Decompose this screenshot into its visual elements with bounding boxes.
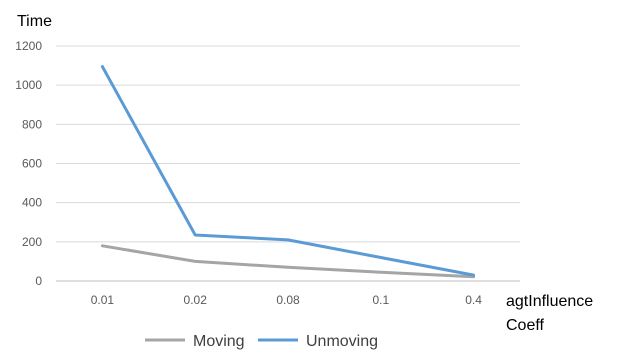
legend-label: Moving	[193, 333, 245, 350]
x-axis-title-line-2: Coeff	[506, 317, 545, 334]
legend: Moving Unmoving	[145, 333, 378, 350]
y-tick-label: 600	[22, 157, 42, 171]
x-tick-label: 0.4	[465, 293, 482, 307]
x-axis-title-line-1: agtInfluence	[506, 293, 593, 310]
x-tick-label: 0.1	[372, 293, 389, 307]
x-tick-label: 0.02	[184, 293, 208, 307]
y-tick-label: 0	[35, 274, 42, 288]
series-line-moving	[100, 244, 476, 279]
legend-label: Unmoving	[306, 333, 378, 350]
x-axis-ticks: 0.01 0.02 0.08 0.1 0.4	[91, 293, 483, 307]
y-tick-label: 400	[22, 196, 42, 210]
y-tick-label: 1200	[15, 39, 42, 53]
series-line-unmoving	[100, 65, 476, 277]
gridlines	[56, 45, 520, 282]
y-tick-label: 1000	[15, 78, 42, 92]
y-axis-title: Time	[17, 13, 52, 30]
x-tick-label: 0.01	[91, 293, 115, 307]
y-axis-ticks: 0 200 400 600 800 1000 1200	[15, 39, 42, 288]
y-tick-label: 800	[22, 117, 42, 131]
series-lines	[100, 65, 476, 279]
x-tick-label: 0.08	[276, 293, 300, 307]
y-tick-label: 200	[22, 235, 42, 249]
